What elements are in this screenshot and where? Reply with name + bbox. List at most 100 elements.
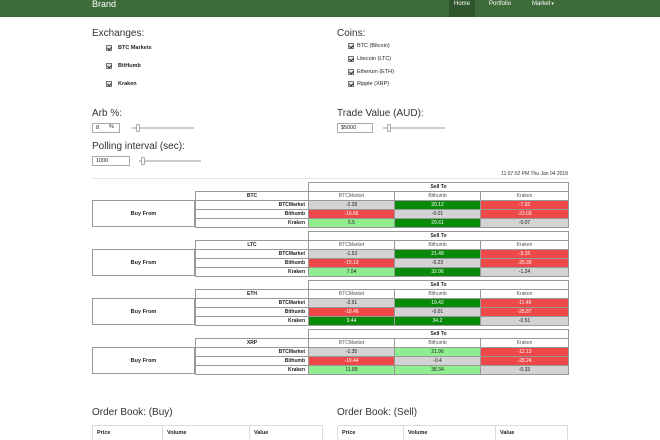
column-header: Kraken [479,338,570,348]
table-row: Kraken 9.44 34.2 -0.51 [195,316,570,326]
arb-table-eth: Sell To ETH BTCMarket Bithumb Kraken BTC… [195,280,570,326]
table-row: Kraken 11.89 38.34 -0.33 [195,365,570,375]
table-header-row: Price Volume Value [337,425,568,440]
coin-checkbox-xrp[interactable]: Ripple (XRP) [348,81,389,87]
nav-market-label: Market [532,1,551,7]
slider-track[interactable] [132,127,194,129]
exchange-checkbox-bithumb[interactable]: BitHumb [106,63,141,69]
arb-cell: -0.4 [394,356,481,366]
checkbox-checked-icon[interactable] [348,56,354,62]
arb-cell: -1.53 [308,249,395,259]
arb-cell: 7.04 [308,267,395,277]
arb-cell: -0.01 [394,307,481,317]
table-header-row: Price Volume Value [92,425,323,440]
exchange-checkbox-btcmarkets[interactable]: BTC Markets [106,45,152,51]
row-header: Bithumb [195,258,309,268]
brand-logo[interactable]: Brand [92,0,117,9]
slider-thumb[interactable] [136,124,140,132]
arb-percent-title: Arb %: [92,108,123,119]
arb-percent-slider[interactable] [132,123,194,133]
slider-thumb[interactable] [141,157,145,165]
row-header: BTCMarket [195,249,309,259]
sell-to-header: Sell To [307,182,570,192]
exchange-label: Kraken [118,81,137,87]
nav-home[interactable]: Home [449,0,475,17]
trade-value-input[interactable]: $5000 [337,123,373,133]
coin-checkbox-ltc[interactable]: Litecoin (LTC) [348,56,391,62]
table-row: BTCMarket -2.28 20.12 -7.92 [195,200,570,210]
column-header: BTCMarket [308,338,395,348]
column-header: BTCMarket [308,191,395,201]
checkbox-checked-icon[interactable] [348,43,354,49]
sell-to-header: Sell To [307,280,570,290]
buy-from-label-eth: Buy From [92,298,195,325]
slider-thumb[interactable] [387,124,391,132]
arb-cell: -7.92 [479,200,570,210]
arb-cell: 5.5 [308,218,395,228]
navbar: Brand Home Portfolio Market▾ [0,0,660,17]
table-row: Bithumb -15.13 -0.23 -25.39 [195,258,570,268]
coin-checkbox-eth[interactable]: Etherum (ETH) [348,69,394,75]
exchanges-title: Exchanges: [92,28,145,39]
column-header: BTCMarket [308,289,395,299]
trade-value-title: Trade Value (AUD): [337,108,424,119]
coin-header: XRP [195,338,309,348]
buy-from-label-xrp: Buy From [92,347,195,374]
coins-title: Coins: [337,28,366,39]
checkbox-checked-icon[interactable] [106,45,112,51]
arb-table-btc: Sell To BTC BTCMarket Bithumb Kraken BTC… [195,182,570,228]
arb-cell: -23.03 [479,209,570,219]
column-header: Bithumb [394,289,481,299]
nav-market-dropdown[interactable]: Market▾ [528,0,558,17]
exchange-label: BitHumb [118,63,141,69]
arb-cell: -0.23 [394,258,481,268]
arb-cell: -11.46 [479,298,570,308]
table-row: Kraken 5.5 29.61 -0.07 [195,218,570,228]
row-header: Bithumb [195,209,309,219]
arb-cell: -19.44 [308,356,395,366]
trade-value-slider[interactable] [383,123,445,133]
row-header: Kraken [195,267,309,277]
coin-label: BTC (Bitcoin) [357,43,390,49]
arb-cell: -1.35 [308,347,395,357]
arb-cell: -0.33 [479,365,570,375]
column-header: Bithumb [394,240,481,250]
arb-percent-unit: % [109,124,114,130]
row-header: Kraken [195,316,309,326]
coin-checkbox-btc[interactable]: BTC (Bitcoin) [348,43,390,49]
arb-cell: 38.34 [394,365,481,375]
column-header-value: Value [249,425,323,440]
column-header-value: Value [495,425,568,440]
exchange-checkbox-kraken[interactable]: Kraken [106,81,137,87]
polling-interval-slider[interactable] [139,156,201,166]
exchange-label: BTC Markets [118,45,152,51]
column-header-price: Price [92,425,163,440]
checkbox-checked-icon[interactable] [348,81,354,87]
coin-header: BTC [195,191,309,201]
checkbox-checked-icon[interactable] [106,81,112,87]
slider-track[interactable] [383,127,445,129]
checkbox-checked-icon[interactable] [106,63,112,69]
column-header: Kraken [479,289,570,299]
arb-table-xrp: Sell To XRP BTCMarket Bithumb Kraken BTC… [195,329,570,375]
row-header: BTCMarket [195,347,309,357]
coin-label: Ripple (XRP) [357,81,390,87]
table-row: BTCMarket -1.35 21.96 -12.13 [195,347,570,357]
column-header: Kraken [479,240,570,250]
nav-portfolio[interactable]: Portfolio [489,1,512,7]
blank-cell [195,182,309,192]
column-header: Bithumb [394,338,481,348]
arb-cell: 21.48 [394,249,481,259]
coin-header: LTC [195,240,309,250]
checkbox-checked-icon[interactable] [348,69,354,75]
polling-interval-input[interactable]: 1000 [92,156,130,166]
sell-to-header: Sell To [307,231,570,241]
arb-percent-value: 8 [96,125,100,131]
blank-cell [195,329,309,339]
row-header: Bithumb [195,356,309,366]
arb-cell: 32.06 [394,267,481,277]
arb-percent-input[interactable]: 8 [92,123,120,133]
table-row: BTCMarket -1.53 21.48 -9.15 [195,249,570,259]
slider-track[interactable] [139,160,201,162]
trade-value-value: $5000 [341,125,357,131]
